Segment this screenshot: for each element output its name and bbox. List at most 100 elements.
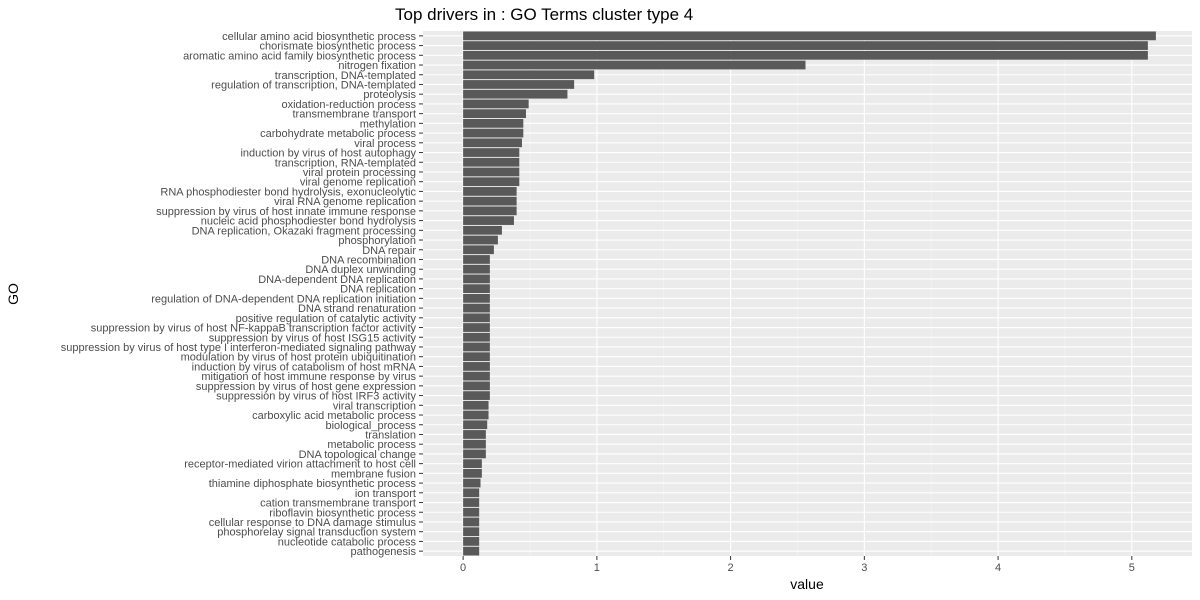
bar xyxy=(463,342,490,352)
category-label: mitigation of host immune response by vi… xyxy=(201,371,416,383)
category-label: DNA replication xyxy=(340,284,416,296)
category-label: DNA repair xyxy=(362,245,416,257)
bar xyxy=(463,391,490,400)
category-label: DNA duplex unwinding xyxy=(305,264,416,276)
category-label: viral genome replication xyxy=(300,177,416,189)
category-label: nitrogen fixation xyxy=(338,60,416,72)
category-label: viral RNA genome replication xyxy=(274,196,416,208)
bar xyxy=(463,245,494,255)
bar xyxy=(463,323,490,332)
x-tick-label: 5 xyxy=(1129,562,1135,574)
bar xyxy=(463,352,490,362)
bar xyxy=(463,225,502,235)
plot-panel xyxy=(423,31,1192,556)
category-label: viral protein processing xyxy=(303,167,416,179)
category-label: suppression by virus of host gene expres… xyxy=(196,381,416,393)
bar xyxy=(463,128,524,138)
category-label: RNA phosphodiester bond hydrolysis, exon… xyxy=(160,186,416,198)
bar xyxy=(463,303,490,313)
bar xyxy=(463,371,490,381)
category-label: aromatic amino acid family biosynthetic … xyxy=(183,50,416,62)
category-label: regulation of transcription, DNA-templat… xyxy=(211,79,416,91)
category-label: cellular response to DNA damage stimulus xyxy=(209,517,417,529)
category-label: suppression by virus of host NF-kappaB t… xyxy=(91,323,417,335)
bar xyxy=(463,537,480,546)
category-label: nucleotide catabolic process xyxy=(278,536,417,548)
category-label: regulation of DNA-dependent DNA replicat… xyxy=(151,293,416,305)
bar xyxy=(463,274,490,284)
category-label: membrane fusion xyxy=(331,468,416,480)
bar xyxy=(463,80,575,89)
y-axis-title: GO xyxy=(5,283,21,305)
bar xyxy=(463,400,489,410)
category-label: transcription, DNA-templated xyxy=(275,70,416,82)
category-label: positive regulation of catalytic activit… xyxy=(236,313,417,325)
category-label: metabolic process xyxy=(327,439,416,451)
category-label: induction by virus of catabolism of host… xyxy=(192,361,417,373)
bar xyxy=(463,206,517,216)
bar xyxy=(463,478,481,488)
category-label: oxidation-reduction process xyxy=(281,99,416,111)
bar xyxy=(463,187,517,196)
bar xyxy=(463,196,517,206)
bar xyxy=(463,313,490,323)
bar xyxy=(463,235,498,245)
category-label: viral process xyxy=(354,138,416,150)
bar xyxy=(463,99,529,109)
category-label: receptor-mediated virion attachment to h… xyxy=(184,459,416,471)
category-label: ion transport xyxy=(355,488,416,500)
bar xyxy=(463,167,520,177)
category-label: suppression by virus of host type I inte… xyxy=(61,342,417,354)
x-tick-label: 0 xyxy=(460,562,466,574)
bar xyxy=(463,60,806,70)
category-label: cation transmembrane transport xyxy=(260,498,416,510)
bar xyxy=(463,468,482,478)
category-label: thiamine diphosphate biosynthetic proces… xyxy=(209,478,417,490)
bar xyxy=(463,118,524,128)
category-label: DNA strand renaturation xyxy=(298,303,416,315)
category-label: nucleic acid phosphodiester bond hydroly… xyxy=(201,216,417,228)
category-label: suppression by virus of host ISG15 activ… xyxy=(209,332,417,344)
bar xyxy=(463,70,595,80)
category-label: modulation by virus of host protein ubiq… xyxy=(181,352,416,364)
category-label: pathogenesis xyxy=(351,546,417,558)
category-label: methylation xyxy=(360,118,416,130)
bar xyxy=(463,517,480,527)
bar xyxy=(463,362,490,371)
bar xyxy=(463,41,1148,50)
x-tick-label: 1 xyxy=(594,562,600,574)
category-label: DNA-dependent DNA replication xyxy=(258,274,416,286)
category-label: DNA replication, Okazaki fragment proces… xyxy=(192,225,416,237)
category-label: phosphorylation xyxy=(338,235,416,247)
category-label: phosphorelay signal transduction system xyxy=(217,527,416,539)
bar xyxy=(463,177,520,187)
bar xyxy=(463,488,480,498)
category-label: carboxylic acid metabolic process xyxy=(252,410,416,422)
x-ticks: 0 1 2 3 4 5 xyxy=(460,556,1135,574)
bars xyxy=(463,31,1156,556)
bar xyxy=(463,138,522,148)
category-label: riboflavin biosynthetic process xyxy=(269,507,416,519)
category-label: suppression by virus of host IRF3 activi… xyxy=(216,391,416,403)
category-label: chorismate biosynthetic process xyxy=(259,41,416,53)
category-labels: cellular amino acid biosynthetic process… xyxy=(61,31,423,558)
category-label: biological_process xyxy=(326,420,417,432)
bar xyxy=(463,449,486,459)
category-label: translation xyxy=(365,429,416,441)
bar xyxy=(463,255,490,264)
category-label: viral transcription xyxy=(333,400,416,412)
bar xyxy=(463,89,568,99)
bar xyxy=(463,284,490,294)
bar xyxy=(463,410,489,420)
category-label: transmembrane transport xyxy=(293,109,417,121)
bar xyxy=(463,216,514,225)
category-label: proteolysis xyxy=(363,89,416,101)
category-label: transcription, RNA-templated xyxy=(275,157,416,169)
x-tick-label: 3 xyxy=(861,562,867,574)
bar xyxy=(463,527,480,537)
bar xyxy=(463,546,480,556)
bar xyxy=(463,157,520,167)
bar xyxy=(463,381,490,391)
category-label: DNA topological change xyxy=(299,449,416,461)
